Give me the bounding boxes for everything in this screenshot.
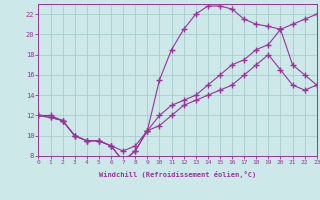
X-axis label: Windchill (Refroidissement éolien,°C): Windchill (Refroidissement éolien,°C) [99,171,256,178]
